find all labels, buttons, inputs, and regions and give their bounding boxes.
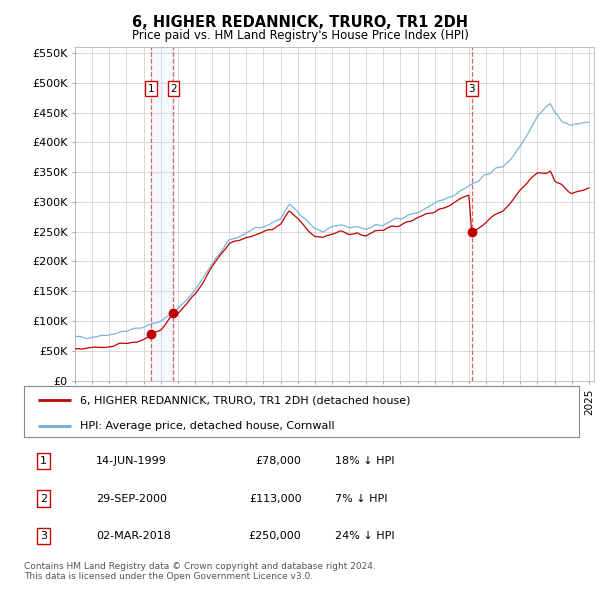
Text: 18% ↓ HPI: 18% ↓ HPI	[335, 456, 394, 466]
Text: Contains HM Land Registry data © Crown copyright and database right 2024.
This d: Contains HM Land Registry data © Crown c…	[24, 562, 376, 581]
Text: 6, HIGHER REDANNICK, TRURO, TR1 2DH (detached house): 6, HIGHER REDANNICK, TRURO, TR1 2DH (det…	[79, 395, 410, 405]
Text: Price paid vs. HM Land Registry's House Price Index (HPI): Price paid vs. HM Land Registry's House …	[131, 30, 469, 42]
Text: 1: 1	[148, 84, 155, 94]
Text: HPI: Average price, detached house, Cornwall: HPI: Average price, detached house, Corn…	[79, 421, 334, 431]
Text: 2: 2	[40, 494, 47, 503]
Text: 3: 3	[40, 532, 47, 541]
Text: £250,000: £250,000	[249, 532, 302, 541]
Text: £113,000: £113,000	[249, 494, 302, 503]
Text: 2: 2	[170, 84, 177, 94]
Text: £78,000: £78,000	[256, 456, 302, 466]
Text: 14-JUN-1999: 14-JUN-1999	[96, 456, 167, 466]
Text: 24% ↓ HPI: 24% ↓ HPI	[335, 532, 394, 541]
Text: 29-SEP-2000: 29-SEP-2000	[96, 494, 167, 503]
Bar	[151, 47, 173, 381]
Text: 6, HIGHER REDANNICK, TRURO, TR1 2DH: 6, HIGHER REDANNICK, TRURO, TR1 2DH	[132, 15, 468, 30]
Text: 1: 1	[40, 456, 47, 466]
Text: 7% ↓ HPI: 7% ↓ HPI	[335, 494, 388, 503]
Text: 3: 3	[469, 84, 475, 94]
Text: 02-MAR-2018: 02-MAR-2018	[96, 532, 171, 541]
